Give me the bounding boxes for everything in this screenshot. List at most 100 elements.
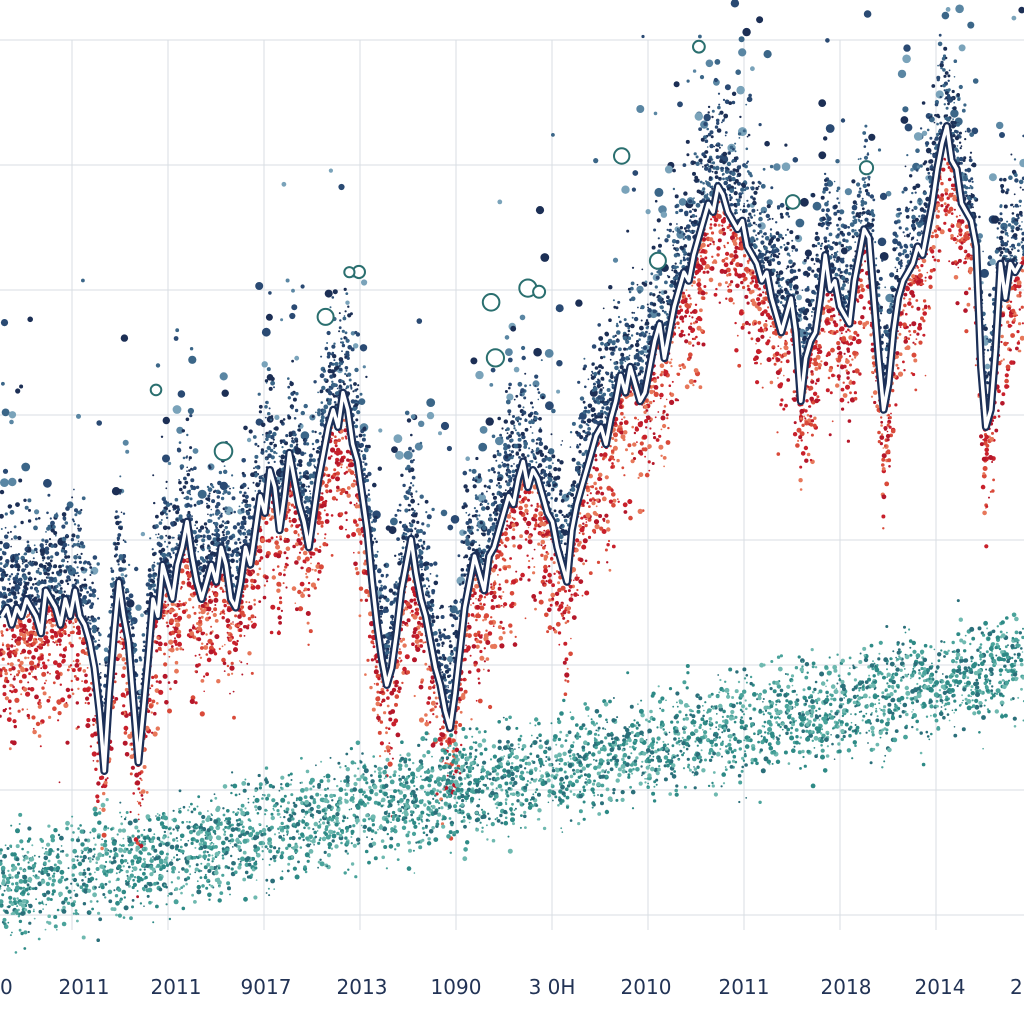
scatter-dot [239, 490, 242, 494]
scatter-dot [911, 209, 914, 212]
scatter-dot [393, 583, 397, 587]
scatter-dot [430, 603, 435, 608]
scatter-dot [707, 111, 710, 114]
scatter-dot [761, 235, 764, 238]
scatter-dot [475, 370, 484, 380]
scatter-dot [936, 122, 939, 126]
scatter-dot [805, 298, 810, 303]
scatter-dot [687, 229, 691, 233]
scatter-dot [698, 158, 703, 163]
scatter-dot [1005, 190, 1009, 195]
scatter-dot [427, 594, 431, 598]
scatter-dot [519, 393, 523, 397]
scatter-dot [679, 245, 684, 250]
scatter-dot [501, 461, 504, 464]
scatter-dot [322, 369, 326, 373]
scatter-dot [523, 441, 528, 447]
scatter-dot [334, 391, 340, 396]
scatter-dot [261, 474, 264, 477]
scatter-dot [345, 300, 350, 305]
scatter-dot [715, 148, 719, 152]
scatter-dot [522, 406, 525, 409]
scatter-dot [489, 383, 494, 387]
scatter-dot [347, 305, 350, 308]
scatter-dot [958, 84, 963, 90]
scatter-dot [823, 236, 828, 241]
scatter-dot [947, 102, 950, 106]
scatter-dot [488, 487, 491, 490]
scatter-dot [755, 223, 757, 226]
scatter-dot [542, 469, 547, 474]
scatter-dot [287, 415, 292, 420]
scatter-dot [242, 532, 245, 535]
scatter-dot [395, 581, 398, 584]
scatter-dot [254, 454, 259, 459]
scatter-dot [637, 372, 642, 376]
scatter-dot [918, 215, 921, 218]
scatter-dot [362, 433, 366, 437]
scatter-dot [353, 343, 359, 349]
scatter-dot [510, 420, 515, 425]
scatter-dot [390, 634, 392, 637]
scatter-dot [3, 534, 9, 539]
scatter-dot [945, 56, 948, 60]
scatter-dot [500, 436, 504, 440]
scatter-dot [622, 336, 628, 341]
scatter-dot [427, 591, 430, 594]
scatter-dot [816, 274, 819, 277]
scatter-dot [547, 464, 553, 470]
scatter-dot [278, 482, 281, 485]
scatter-dot [716, 142, 719, 145]
scatter-dot [636, 283, 639, 286]
scatter-dot [279, 419, 284, 424]
scatter-dot [273, 443, 278, 448]
scatter-dot [141, 633, 146, 637]
scatter-dot [652, 309, 657, 314]
scatter-dot [430, 614, 435, 619]
scatter-dot [21, 568, 26, 573]
scatter-dot [303, 403, 308, 409]
scatter-dot [0, 489, 5, 495]
scatter-dot [653, 111, 658, 116]
scatter-dot [652, 302, 657, 307]
scatter-dot [721, 167, 725, 170]
scatter-dot [758, 181, 762, 185]
scatter-dot [431, 507, 435, 512]
scatter-dot [627, 333, 630, 336]
scatter-dot [6, 598, 11, 603]
scatter-dot [736, 156, 738, 159]
scatter-dot [458, 583, 462, 586]
scatter-dot [724, 84, 731, 91]
scatter-dot [722, 172, 725, 176]
scatter-dot [795, 235, 800, 240]
scatter-dot [449, 605, 458, 614]
scatter-dot [274, 426, 279, 431]
scatter-dot [83, 578, 87, 581]
scatter-dot [108, 609, 113, 614]
scatter-dot [220, 496, 225, 501]
scatter-dot [652, 293, 656, 297]
scatter-dot [956, 145, 959, 147]
scatter-dot [70, 538, 75, 542]
scatter-dot [142, 640, 146, 644]
scatter-dot [708, 157, 712, 161]
scatter-dot [581, 452, 586, 457]
scatter-dot [6, 573, 9, 576]
scatter-dot [1003, 204, 1008, 209]
scatter-dot [204, 559, 206, 562]
scatter-dot [207, 494, 211, 498]
scatter-dot [338, 183, 345, 191]
scatter-dot [447, 686, 450, 689]
scatter-dot [802, 310, 808, 316]
scatter-dot [991, 215, 1000, 224]
scatter-dot [647, 313, 652, 318]
scatter-dot [755, 186, 759, 191]
scatter-dot [273, 450, 277, 454]
scatter-dot [947, 74, 951, 78]
scatter-dot [345, 369, 348, 372]
scatter-dot [329, 361, 333, 366]
scatter-dot [703, 113, 711, 122]
scatter-dot [909, 250, 912, 253]
scatter-dot [465, 488, 470, 493]
scatter-dot [534, 384, 537, 387]
